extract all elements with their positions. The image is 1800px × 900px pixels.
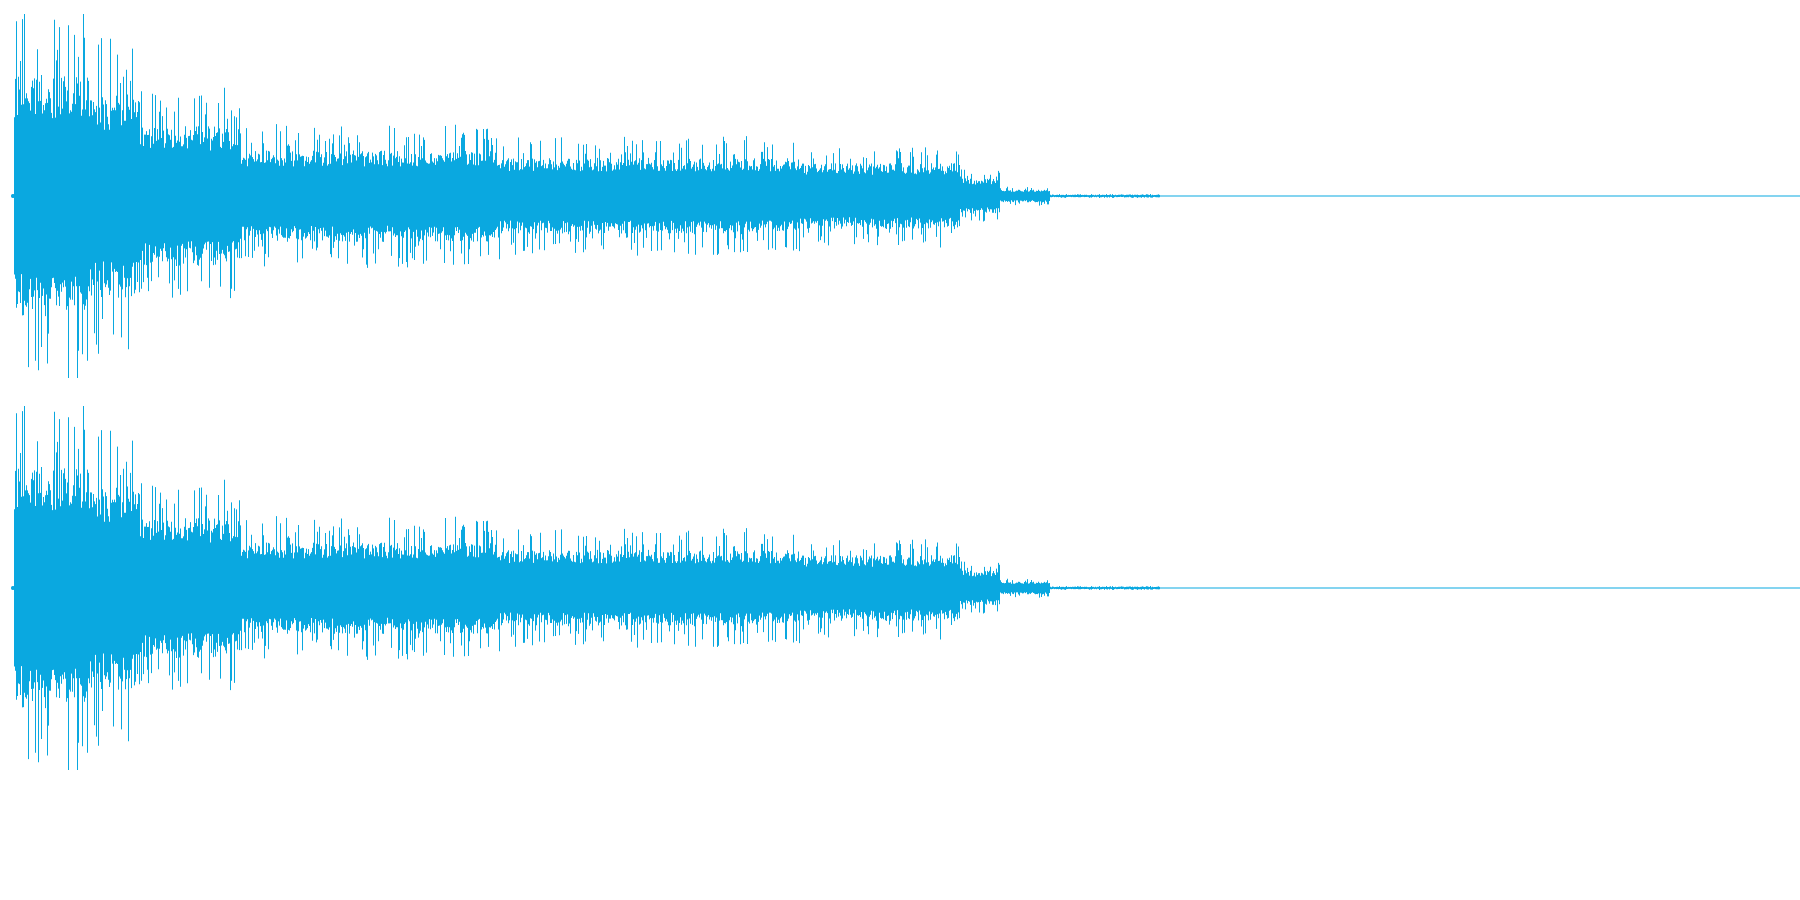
- baseline-start-marker: [11, 586, 15, 590]
- waveform-channel-1: [11, 14, 1800, 378]
- waveform-channel-2: [11, 406, 1800, 770]
- baseline-start-marker: [11, 194, 15, 198]
